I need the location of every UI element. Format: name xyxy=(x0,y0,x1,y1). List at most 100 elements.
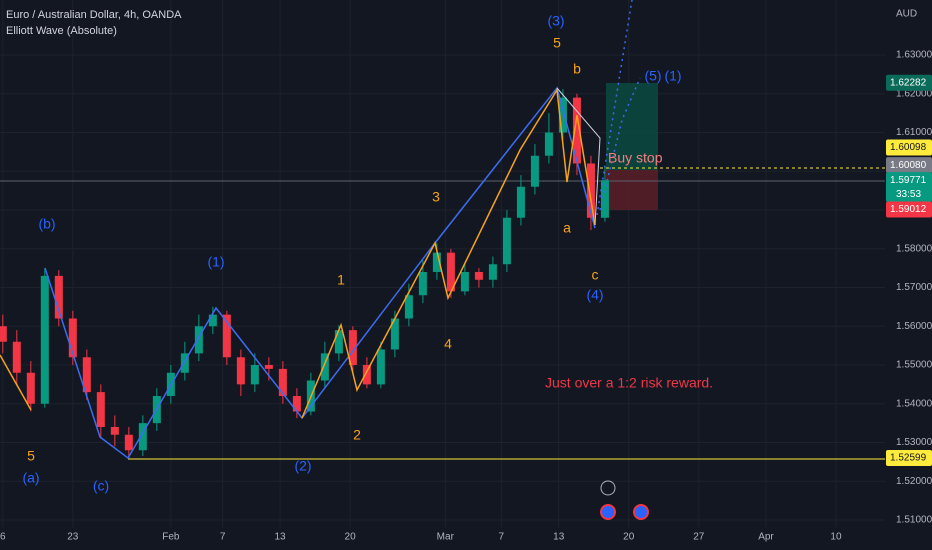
projection-1 xyxy=(596,0,633,216)
x-tick-label: 23 xyxy=(67,532,79,543)
indicator-name: Elliott Wave (Absolute) xyxy=(6,25,117,37)
price-tag xyxy=(886,172,932,203)
candle-body xyxy=(446,252,455,292)
price-tag-label: 1.59771 xyxy=(890,175,927,186)
x-tick-label: Apr xyxy=(758,532,774,543)
candle-body xyxy=(250,365,259,385)
wave-label: (4) xyxy=(586,287,603,303)
y-tick-label: 1.51000 xyxy=(896,515,932,526)
y-tick-label: 1.57000 xyxy=(896,282,932,293)
y-tick-label: 1.63000 xyxy=(896,50,932,61)
price-tag-label: 1.59012 xyxy=(890,204,927,215)
x-tick-label: Mar xyxy=(437,532,455,543)
candle-body xyxy=(320,353,329,381)
note: Just over a 1:2 risk reward. xyxy=(545,375,713,391)
profit-zone xyxy=(606,83,658,170)
candle-body xyxy=(558,97,567,133)
price-tag xyxy=(886,201,932,218)
candle-body xyxy=(40,275,49,404)
wave-label: (2) xyxy=(294,458,311,474)
candle-body xyxy=(82,357,91,393)
candle-body xyxy=(348,330,357,366)
candle-body xyxy=(502,217,511,265)
candle-body xyxy=(138,423,147,451)
event-icon[interactable] xyxy=(600,504,616,520)
grid xyxy=(0,0,885,528)
wave-label: (1) xyxy=(207,254,224,270)
wave-label: 5 xyxy=(27,448,35,464)
x-tick-label: Feb xyxy=(162,532,180,543)
wave-label: (b) xyxy=(38,216,55,232)
candle-body xyxy=(572,97,581,164)
wave-label: b xyxy=(573,61,581,77)
candle-body xyxy=(12,341,21,373)
candle-body xyxy=(474,271,483,280)
candle-body xyxy=(292,396,301,412)
wave-label: 3 xyxy=(432,189,440,205)
projection-2 xyxy=(599,77,641,211)
price-tag-label: 1.62282 xyxy=(890,77,927,88)
candle-body xyxy=(488,264,497,280)
countdown: 33:53 xyxy=(896,189,921,200)
chart-title: Euro / Australian Dollar, 4h, OANDA xyxy=(6,9,182,21)
candle-body xyxy=(600,180,609,218)
loss-zone xyxy=(606,170,658,210)
price-tag xyxy=(886,450,932,467)
candle-body xyxy=(124,434,133,451)
wave-label: 2 xyxy=(353,427,361,443)
price-tag xyxy=(886,139,932,156)
y-tick-label: 1.61000 xyxy=(896,127,932,138)
candle-body xyxy=(418,271,427,296)
candle-body xyxy=(222,314,231,358)
candle-body xyxy=(68,318,77,358)
price-tag-label: 1.60098 xyxy=(890,142,927,153)
wave-label: 1 xyxy=(337,272,345,288)
candle-body xyxy=(460,271,469,292)
candle-body xyxy=(432,252,441,272)
wave-label: a xyxy=(563,220,571,236)
time-axis xyxy=(0,528,885,550)
wave-orange xyxy=(301,87,596,419)
candle-body xyxy=(96,392,105,428)
wave-orange-left xyxy=(0,354,32,411)
wave-label: (1) xyxy=(664,68,681,84)
y-tick-label: 1.62000 xyxy=(896,88,932,99)
candle-body xyxy=(0,326,7,342)
y-tick-label: 1.55000 xyxy=(896,360,932,371)
candle-body xyxy=(236,357,245,385)
price-tag-label: 1.52599 xyxy=(890,453,927,464)
y-tick-label: 1.52000 xyxy=(896,476,932,487)
wave-label: (c) xyxy=(93,478,109,494)
x-tick-label: 13 xyxy=(275,532,287,543)
x-tick-label: 13 xyxy=(553,532,565,543)
candle-body xyxy=(516,186,525,218)
event-icon[interactable] xyxy=(600,480,616,496)
candle-body xyxy=(180,353,189,373)
candle-body xyxy=(194,326,203,354)
wave-label: 4 xyxy=(444,336,452,352)
currency: AUD xyxy=(896,9,917,20)
y-tick-label: 1.54000 xyxy=(896,398,932,409)
x-tick-label: 20 xyxy=(623,532,635,543)
wedge xyxy=(556,87,601,226)
wave-label: c xyxy=(592,267,599,283)
candles xyxy=(0,89,609,459)
event-icon[interactable] xyxy=(633,504,649,520)
x-tick-label: 7 xyxy=(499,532,505,543)
x-tick-label: 20 xyxy=(345,532,357,543)
candle-body xyxy=(376,349,385,385)
candle-body xyxy=(26,372,35,404)
y-tick-label: 1.53000 xyxy=(896,437,932,448)
candle-body xyxy=(278,368,287,397)
candle-body xyxy=(334,330,343,354)
candle-body xyxy=(404,295,413,319)
axis-labels: 1.51000 1.52000 1.53000 1.54000 1.55000 1.560… xyxy=(0,50,932,543)
wave-blue xyxy=(44,86,596,460)
price-tag xyxy=(886,157,932,174)
wave-label: (3) xyxy=(547,13,564,29)
y-tick-label: 1.56000 xyxy=(896,321,932,332)
x-tick-label: 7 xyxy=(220,532,226,543)
candle-body xyxy=(264,365,273,369)
